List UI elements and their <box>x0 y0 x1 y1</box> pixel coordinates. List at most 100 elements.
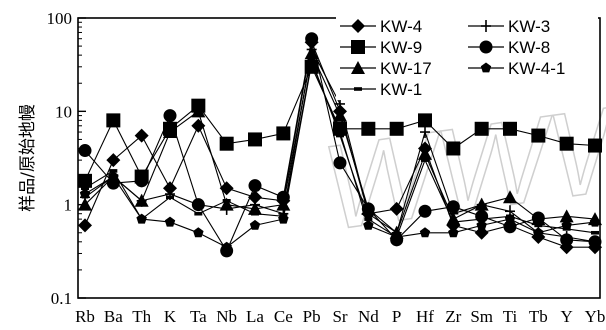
data-point-kw-4-1 <box>391 231 402 242</box>
data-point-kw-3 <box>420 126 430 139</box>
data-point-kw-4-1 <box>306 57 317 68</box>
legend-label-kw-17: KW-17 <box>380 59 432 78</box>
legend-label-kw-3: KW-3 <box>508 17 550 36</box>
data-point-kw-4 <box>389 201 404 216</box>
data-point-kw-4-1 <box>448 227 459 238</box>
data-point-kw-17 <box>503 190 517 204</box>
legend-background <box>336 14 598 100</box>
series-kw-4-1 <box>79 57 601 252</box>
data-point-kw-4-1 <box>363 219 374 230</box>
data-point-kw-17 <box>418 146 432 160</box>
data-point-kw-17 <box>559 209 574 223</box>
data-point-kw-9 <box>106 113 121 128</box>
legend-item-kw-9: KW-9 <box>340 38 422 57</box>
x-tick-label: Rb <box>75 307 95 326</box>
x-tick-label: K <box>164 307 177 326</box>
data-point-kw-8 <box>418 204 432 218</box>
legend-item-kw-1: KW-1 <box>340 80 422 99</box>
data-point-kw-9 <box>559 136 574 151</box>
legend-marker-kw-4-1 <box>480 62 492 73</box>
x-tick-label: Ba <box>104 307 123 326</box>
x-tick-label: Nd <box>358 307 379 326</box>
y-axis-label: 样品/原始地幔 <box>18 104 38 212</box>
legend-marker-kw-3 <box>481 20 491 32</box>
data-point-kw-8 <box>475 209 489 223</box>
legend-label-kw-9: KW-9 <box>380 38 422 57</box>
x-tick-label: Hf <box>416 307 434 326</box>
data-point-kw-3 <box>306 43 317 56</box>
x-tick-label: Tb <box>529 307 548 326</box>
x-tick-label: Ti <box>503 307 518 326</box>
data-point-kw-8 <box>163 109 177 123</box>
x-tick-label: Th <box>132 307 151 326</box>
data-point-kw-17 <box>276 197 291 211</box>
data-point-kw-3 <box>136 194 147 207</box>
data-point-kw-4-1 <box>278 213 289 224</box>
data-point-kw-1 <box>449 220 458 224</box>
data-point-kw-8 <box>333 156 347 170</box>
data-point-kw-8 <box>248 179 262 193</box>
data-point-kw-9 <box>531 128 546 143</box>
x-tick-label: Zr <box>445 307 461 326</box>
data-point-kw-4-1 <box>193 227 204 238</box>
y-tick-label: 100 <box>47 9 73 28</box>
data-point-kw-1 <box>421 158 429 162</box>
x-tick-label: Nb <box>216 307 237 326</box>
data-point-kw-8 <box>588 235 602 249</box>
data-point-kw-3 <box>221 202 232 215</box>
data-point-kw-9 <box>219 136 234 151</box>
data-point-kw-17 <box>191 104 206 118</box>
legend: KW-4 KW-9 KW-17 KW-1 KW-3 KW-8 KW-4-1 <box>336 14 598 100</box>
data-point-kw-9 <box>446 141 461 156</box>
ticks: 0.1 1 10 100 Rb Ba Th K Ta Nb La Ce Pb Sr Nd P Hf Zr Sm Ti T… <box>47 9 606 326</box>
x-tick-label: La <box>246 307 264 326</box>
data-point-kw-4-1 <box>334 126 346 137</box>
data-point-kw-9 <box>389 121 404 136</box>
data-point-kw-8 <box>446 200 460 214</box>
data-point-kw-4 <box>106 153 121 168</box>
data-point-kw-9 <box>248 132 262 147</box>
data-point-kw-4-1 <box>419 227 431 238</box>
data-point-kw-4-1 <box>249 219 261 230</box>
data-point-kw-8 <box>560 233 574 247</box>
data-point-kw-9 <box>418 113 432 128</box>
x-tick-label: Sr <box>332 307 347 326</box>
data-point-kw-1 <box>222 199 231 203</box>
data-point-kw-4-1 <box>164 216 176 227</box>
legend-item-kw-8: KW-8 <box>468 38 550 57</box>
data-point-kw-4 <box>474 225 489 240</box>
data-point-kw-1 <box>251 211 259 216</box>
x-tick-label: Ta <box>190 307 207 326</box>
data-point-kw-9 <box>78 173 92 188</box>
legend-marker-kw-17 <box>351 61 365 74</box>
data-point-kw-9 <box>276 126 291 141</box>
data-point-kw-4-1 <box>561 219 572 230</box>
data-point-kw-9 <box>361 121 376 136</box>
y-tick-label: 1 <box>64 196 73 215</box>
legend-marker-kw-1 <box>354 87 362 91</box>
data-point-kw-4 <box>134 128 149 143</box>
data-point-kw-17 <box>163 125 177 139</box>
data-point-kw-4-1 <box>504 213 516 224</box>
data-point-kw-1 <box>591 230 599 235</box>
data-point-kw-8 <box>531 211 545 225</box>
data-point-kw-1 <box>534 223 543 228</box>
legend-marker-kw-9 <box>351 40 365 54</box>
y-tick-label: 10 <box>55 102 72 121</box>
legend-label-kw-4-1: KW-4-1 <box>508 59 565 78</box>
legend-item-kw-3: KW-3 <box>468 17 550 36</box>
data-point-kw-4-1 <box>221 241 232 252</box>
legend-label-kw-1: KW-1 <box>380 80 422 99</box>
data-point-kw-8 <box>135 174 149 188</box>
legend-label-kw-8: KW-8 <box>508 38 550 57</box>
data-point-kw-4-1 <box>108 171 119 181</box>
legend-item-kw-4: KW-4 <box>340 17 422 36</box>
data-point-kw-9 <box>588 138 602 153</box>
x-tick-label: P <box>392 307 401 326</box>
x-tick-label: Pb <box>303 307 321 326</box>
data-point-kw-4-1 <box>589 216 601 227</box>
legend-item-kw-17: KW-17 <box>340 59 432 78</box>
data-point-kw-1 <box>81 186 89 191</box>
data-point-kw-9 <box>503 121 517 136</box>
